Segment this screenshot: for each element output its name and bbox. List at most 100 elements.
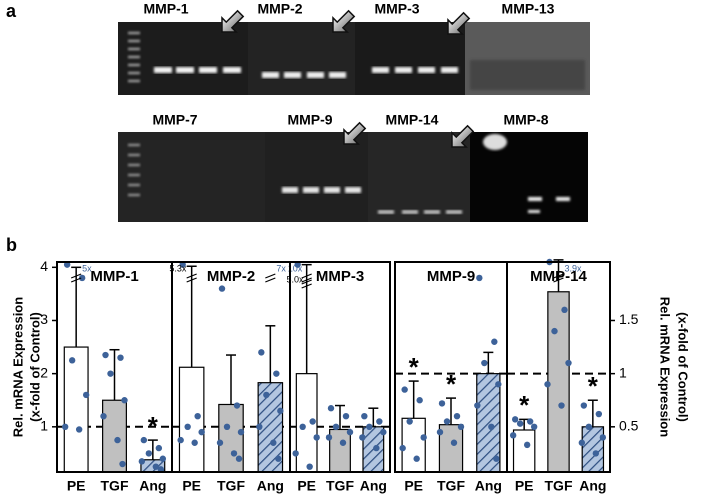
data-point <box>476 274 483 282</box>
y-tick-label: 1 <box>40 418 48 434</box>
gel-bands <box>262 72 346 78</box>
category-label: PE <box>67 478 86 494</box>
data-point <box>230 450 238 457</box>
category-label: Ang <box>360 478 387 494</box>
data-point <box>235 455 243 462</box>
category-label: TGF <box>326 478 354 494</box>
data-point <box>273 370 280 377</box>
y-axis-label: (x-fold of Control) <box>676 312 691 422</box>
data-point <box>292 450 299 457</box>
data-point <box>413 455 420 462</box>
bar <box>218 403 244 473</box>
data-point <box>406 418 413 425</box>
data-point <box>75 426 83 433</box>
category-label: PE <box>297 478 316 494</box>
gel-bands <box>154 67 241 73</box>
subplot-title: MMP-3 <box>316 268 364 285</box>
data-point <box>198 428 205 436</box>
y-axis-label: Rel. mRNA Expression <box>10 297 25 437</box>
data-point <box>275 455 282 462</box>
subplot: PE TGF Ang 5.3x 7x MMP-2 <box>169 261 291 494</box>
gel-bands <box>282 187 361 193</box>
data-point <box>516 420 524 427</box>
bar <box>512 429 536 473</box>
bar <box>547 291 570 473</box>
data-point <box>585 423 593 431</box>
data-point <box>119 460 126 468</box>
data-point <box>339 439 347 446</box>
data-point <box>366 423 373 431</box>
y-axis-label: (x-fold of Control) <box>27 312 42 422</box>
annotation: 5.0x <box>286 274 304 284</box>
data-point <box>184 423 191 431</box>
annotation: 3.9x <box>565 263 583 273</box>
gel-bands <box>528 197 570 213</box>
category-label: TGF <box>437 478 465 494</box>
y-tick-label: 0.5 <box>619 418 639 434</box>
category-label: Ang <box>257 478 284 494</box>
gel-label: MMP-9 <box>287 112 332 128</box>
gel-label: MMP-1 <box>143 1 188 17</box>
data-point <box>299 423 306 431</box>
data-point <box>558 402 565 409</box>
data-point <box>376 418 383 425</box>
data-point <box>157 466 165 473</box>
data-point <box>565 359 572 367</box>
gel <box>118 132 265 222</box>
data-point <box>100 412 107 420</box>
category-label: Ang <box>139 478 166 494</box>
data-point <box>327 405 335 412</box>
y-tick-label: 4 <box>40 258 48 274</box>
axis-break <box>301 279 312 289</box>
data-point <box>592 450 600 457</box>
data-point <box>152 463 160 470</box>
data-point <box>233 402 241 409</box>
subplot-title: MMP-9 <box>427 268 475 285</box>
gel <box>248 22 355 95</box>
data-point <box>63 261 71 268</box>
subplot-title: MMP-2 <box>207 268 255 285</box>
gel-label: MMP-8 <box>503 112 548 128</box>
data-point <box>551 327 558 335</box>
gel-bands <box>372 67 458 73</box>
axis-break <box>186 273 197 283</box>
data-point <box>491 338 498 345</box>
axis-break <box>301 273 312 283</box>
data-point <box>140 436 148 444</box>
gel-label: MMP-13 <box>502 1 555 17</box>
data-point <box>578 439 586 446</box>
subplot-title: MMP-14 <box>530 268 587 285</box>
data-point <box>359 434 366 441</box>
gel <box>355 22 465 95</box>
data-point <box>599 434 607 441</box>
category-label: PE <box>182 478 201 494</box>
subplot-frame <box>506 261 611 473</box>
category-label: Ang <box>579 478 606 494</box>
data-point <box>511 416 519 423</box>
data-point <box>526 418 534 425</box>
data-point <box>453 412 461 420</box>
panel-label: a <box>6 1 17 21</box>
data-point <box>114 436 121 444</box>
gel-bands <box>378 210 462 214</box>
data-point <box>270 439 277 446</box>
significance-marker: * <box>409 352 420 382</box>
data-point <box>78 274 86 282</box>
gel-ladder <box>128 144 140 196</box>
data-point <box>509 432 517 439</box>
data-point <box>294 261 301 268</box>
gel-ladder <box>128 32 140 82</box>
y-tick-label: 2 <box>40 364 48 380</box>
data-point <box>179 261 186 268</box>
data-point <box>450 439 458 446</box>
data-point <box>416 397 423 404</box>
significance-marker: * <box>446 369 457 399</box>
gel-smear <box>470 60 585 90</box>
data-point <box>325 434 333 441</box>
panel-label: b <box>6 235 17 255</box>
